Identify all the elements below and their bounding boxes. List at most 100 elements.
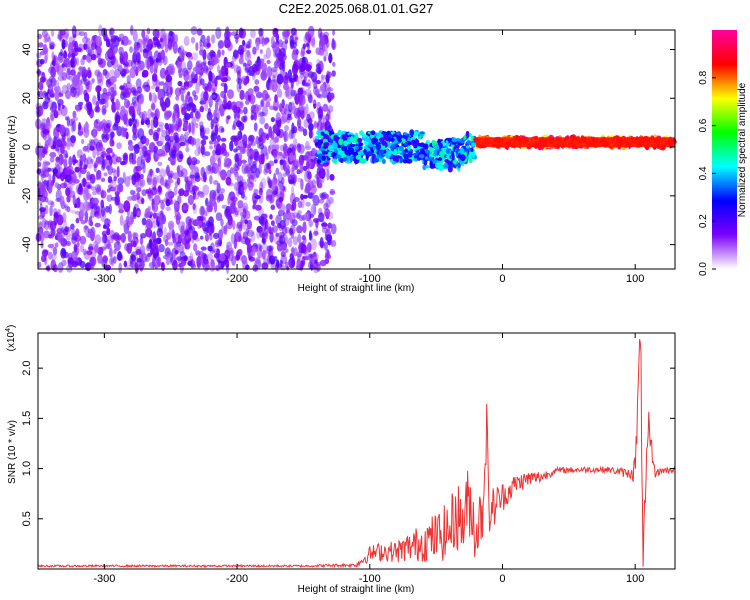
spectrogram-cell bbox=[53, 126, 59, 131]
spectrogram-cell bbox=[66, 82, 71, 91]
spectrogram-cell bbox=[445, 148, 451, 154]
spectrogram-cell bbox=[107, 176, 113, 183]
spectrogram-cell bbox=[183, 134, 187, 143]
spectrogram-cell bbox=[106, 164, 111, 170]
spectrogram-cell bbox=[151, 73, 158, 82]
spectrogram-cell bbox=[361, 159, 367, 163]
spectrogram-cell bbox=[221, 142, 227, 152]
spectrogram-cell bbox=[409, 129, 415, 136]
spectrogram-cell bbox=[61, 104, 65, 110]
spectrogram-cell bbox=[68, 156, 73, 168]
spectrogram-cell bbox=[413, 158, 418, 162]
spectrogram-cell bbox=[176, 256, 183, 261]
spectrogram-cell bbox=[212, 149, 217, 156]
spectrogram-cell bbox=[225, 176, 232, 186]
spectrogram-cell bbox=[218, 229, 223, 241]
spectrogram-cell bbox=[101, 122, 107, 134]
spectrogram-cell bbox=[52, 246, 58, 256]
spectrogram-cell bbox=[278, 39, 283, 48]
spectrogram-cell bbox=[135, 78, 142, 89]
spectrogram-cell bbox=[277, 171, 283, 184]
spectrogram-cell bbox=[247, 229, 254, 237]
spectrogram-cell bbox=[466, 140, 472, 145]
spectrogram-cell bbox=[305, 182, 311, 194]
spectrogram-cell bbox=[314, 89, 320, 97]
spectrogram-cell bbox=[266, 60, 271, 64]
spectrogram-cell bbox=[149, 55, 156, 65]
spectrogram-cell bbox=[173, 104, 179, 112]
spectrogram-cell bbox=[216, 241, 222, 246]
spectrogram-cell bbox=[118, 203, 124, 211]
spectrogram-cell bbox=[104, 99, 109, 109]
spectrogram-cell bbox=[318, 114, 323, 121]
spectrogram-cell bbox=[117, 177, 124, 185]
spectrogram-cell bbox=[113, 83, 117, 93]
spectrogram-cell bbox=[260, 70, 268, 81]
spectrogram-cell bbox=[319, 236, 324, 249]
spectrogram-cell bbox=[95, 170, 99, 181]
spectrogram-cell bbox=[173, 103, 179, 113]
spectrogram-cell bbox=[214, 57, 220, 64]
snr-x-tick-label: -100 bbox=[359, 573, 381, 585]
spectrogram-cell bbox=[116, 142, 122, 150]
spectrogram-y-ticks: -40 -20 0 20 40 bbox=[21, 43, 675, 253]
spectrogram-cell bbox=[86, 156, 93, 165]
spectrogram-cell bbox=[211, 34, 216, 44]
spectrogram-cell bbox=[111, 234, 119, 240]
spectrogram-cell bbox=[306, 79, 312, 90]
spectrogram-cell bbox=[322, 103, 329, 112]
spectrogram-cell bbox=[219, 253, 226, 262]
spectrogram-cell bbox=[315, 47, 322, 55]
spectrogram-cell bbox=[62, 212, 67, 223]
spectrogram-cell bbox=[43, 250, 49, 255]
spectrogram-cell bbox=[36, 52, 42, 59]
spectrogram-cell bbox=[244, 256, 248, 266]
spectrogram-cell bbox=[164, 247, 171, 257]
spectrogram-cell bbox=[159, 168, 167, 178]
spectrogram-cell bbox=[110, 92, 115, 104]
spectrogram-cell bbox=[280, 106, 286, 115]
spectrogram-cell bbox=[150, 112, 155, 117]
spectrogram-cell bbox=[136, 156, 143, 168]
spectrogram-cell bbox=[97, 78, 104, 87]
spectrogram-cell bbox=[39, 211, 43, 218]
spectrogram-cell bbox=[55, 61, 61, 70]
spectrogram-cell bbox=[270, 220, 275, 226]
spectrogram-cell bbox=[101, 104, 107, 116]
spectrogram-cell bbox=[259, 187, 263, 196]
spectrogram-cell bbox=[279, 203, 286, 214]
spectrogram-cell bbox=[192, 193, 200, 200]
spectrogram-cell bbox=[102, 224, 108, 230]
spectrogram-cell bbox=[176, 165, 180, 174]
spectrogram-cell bbox=[133, 109, 137, 120]
spectrogram-cell bbox=[288, 129, 294, 140]
spectrogram-cell bbox=[231, 255, 237, 266]
spectrogram-cell bbox=[94, 244, 99, 254]
spectrogram-cell bbox=[398, 146, 404, 151]
spectrogram-cell bbox=[96, 185, 102, 195]
spectrogram-cell bbox=[61, 72, 68, 81]
spectrogram-cell bbox=[110, 196, 118, 201]
spectrogram-cell bbox=[179, 135, 183, 142]
spectrogram-cell bbox=[262, 249, 266, 260]
spectrogram-cell bbox=[199, 205, 206, 217]
spectrogram-cell bbox=[276, 73, 284, 85]
spectrogram-cell bbox=[50, 110, 55, 121]
spectrogram-cell bbox=[433, 149, 437, 157]
spectrogram-cell bbox=[377, 133, 384, 138]
spectrogram-cell bbox=[207, 81, 212, 92]
spectrogram-cell bbox=[137, 63, 143, 72]
spectrogram-cell bbox=[108, 204, 113, 215]
spectrogram-cell bbox=[422, 164, 427, 171]
spectrogram-cell bbox=[189, 111, 194, 119]
spectrogram-cell bbox=[199, 121, 204, 129]
spectrogram-cell bbox=[200, 166, 206, 178]
spectrogram-cell bbox=[269, 194, 273, 204]
spectrogram-cell bbox=[205, 210, 209, 217]
spectrogram-cell bbox=[114, 184, 121, 196]
spectrogram-cell bbox=[51, 51, 55, 60]
spectrogram-cell bbox=[307, 94, 313, 104]
spectrogram-cell bbox=[371, 137, 377, 145]
spectrogram-cell bbox=[169, 124, 174, 136]
spectrogram-cell bbox=[114, 191, 120, 196]
